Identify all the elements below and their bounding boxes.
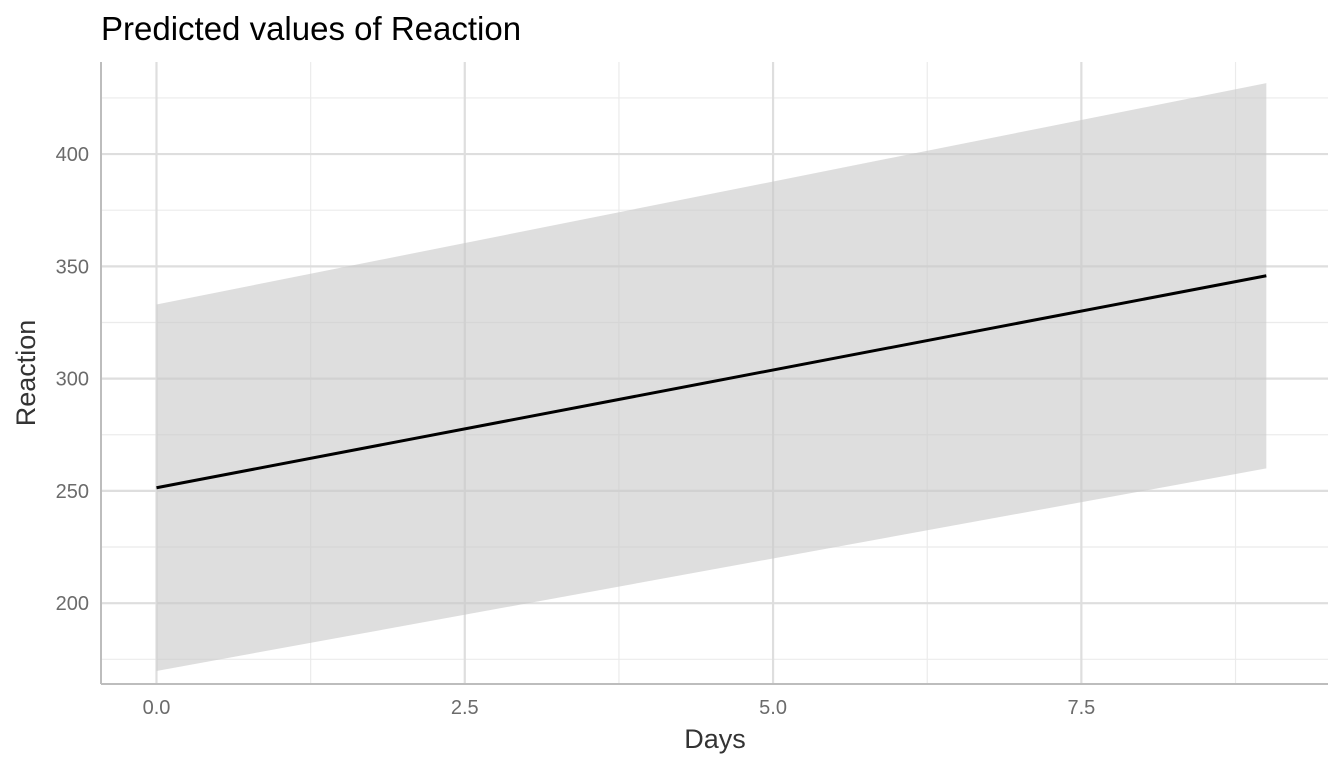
x-axis-title: Days (684, 724, 746, 754)
prediction-line-layer (156, 274, 1267, 490)
y-axis-title: Reaction (11, 320, 41, 427)
confidence-band-layer (156, 83, 1267, 671)
y-tick-label: 250 (56, 481, 89, 503)
x-tick-label: 7.5 (1067, 697, 1095, 719)
y-tick-label: 200 (56, 593, 89, 615)
y-axis-tick-labels: 200 250 300 350 400 (56, 144, 89, 615)
confidence-band (156, 83, 1267, 671)
x-tick-label: 2.5 (451, 697, 479, 719)
axes (100, 62, 1328, 685)
y-tick-label: 300 (56, 369, 89, 391)
x-tick-label: 0.0 (143, 697, 171, 719)
chart-title: Predicted values of Reaction (101, 10, 521, 47)
x-axis-tick-labels: 0.0 2.5 5.0 7.5 (143, 697, 1096, 719)
x-tick-label: 5.0 (759, 697, 787, 719)
y-tick-label: 350 (56, 256, 89, 278)
prediction-line (156, 274, 1267, 490)
y-tick-label: 400 (56, 144, 89, 166)
